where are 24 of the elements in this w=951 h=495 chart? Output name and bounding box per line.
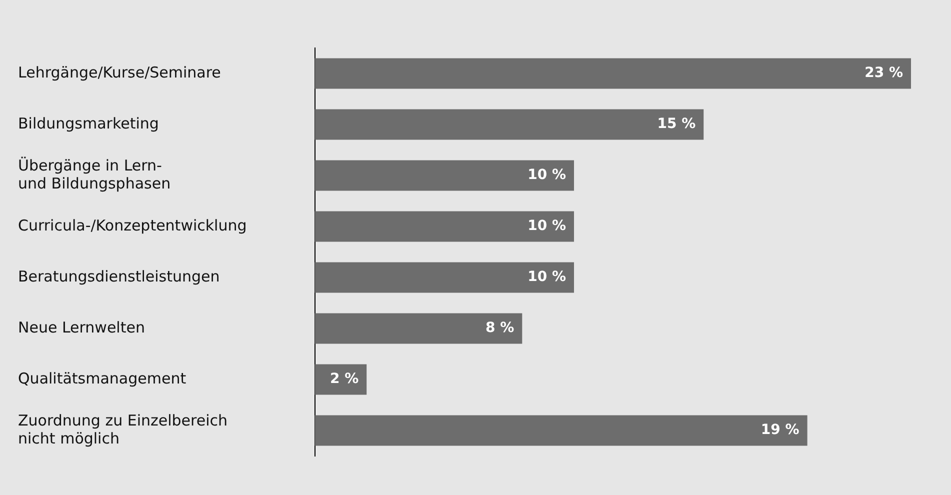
y-tick-label: Übergänge in Lern- und Bildungsphasen <box>18 156 171 192</box>
bar <box>314 262 574 293</box>
bar <box>314 415 808 446</box>
bar <box>314 160 574 191</box>
bar <box>314 109 704 140</box>
y-tick-label: Bildungsmarketing <box>18 114 159 132</box>
data-label: 15 % <box>657 116 696 132</box>
data-label: 2 % <box>330 371 359 388</box>
y-tick-label: Qualitätsmanagement <box>18 369 186 388</box>
y-tick-label: Curricula-/Konzeptentwicklung <box>18 216 247 234</box>
bar <box>314 211 574 242</box>
bar <box>314 58 911 89</box>
y-tick-label: Zuordnung zu Einzelbereich nicht möglich <box>18 411 228 448</box>
data-label: 19 % <box>760 422 800 438</box>
y-tick-label: Lehrgänge/Kurse/Seminare <box>18 63 221 82</box>
data-label: 23 % <box>864 65 903 82</box>
y-tick-label: Beratungsdienstleistungen <box>18 267 220 286</box>
bar <box>314 313 522 344</box>
data-label: 8 % <box>485 320 514 336</box>
data-label: 10 % <box>528 269 566 286</box>
data-label: 10 % <box>528 167 566 184</box>
y-tick-label: Neue Lernwelten <box>18 318 145 336</box>
data-label: 10 % <box>528 218 566 234</box>
bar <box>314 364 367 395</box>
